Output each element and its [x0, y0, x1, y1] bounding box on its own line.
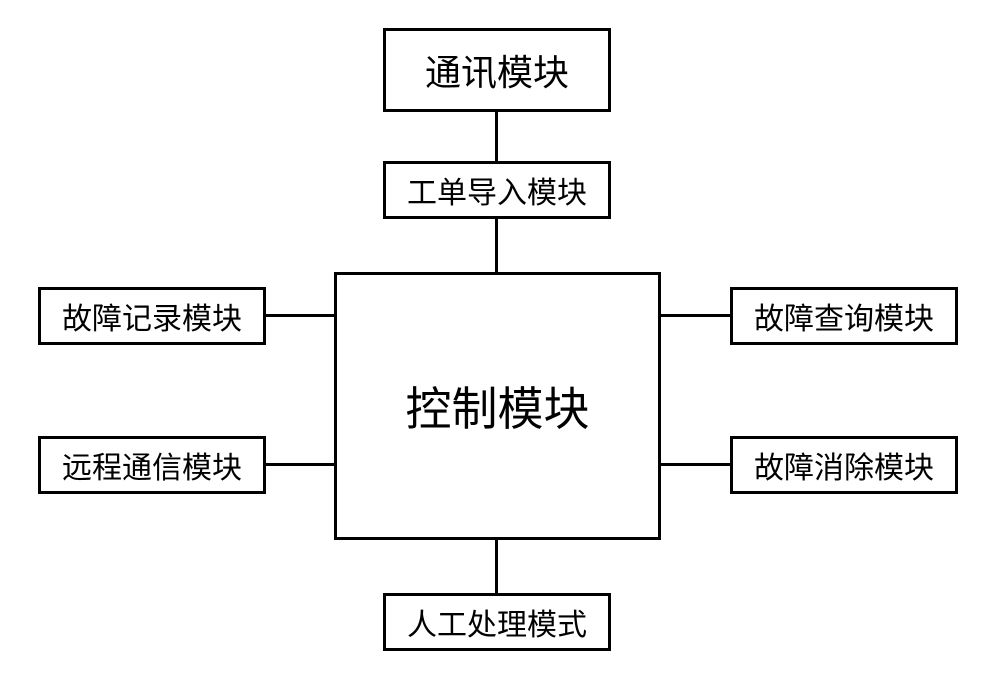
- node-control: 控制模块: [334, 272, 661, 540]
- edge-remote-to-control: [266, 463, 334, 466]
- node-fault-query-label: 故障查询模块: [754, 294, 934, 338]
- node-communication-label: 通讯模块: [425, 44, 569, 96]
- edge-record-to-control: [266, 314, 334, 317]
- edge-control-to-manual: [495, 540, 498, 593]
- node-fault-record-label: 故障记录模块: [62, 294, 242, 338]
- node-fault-record: 故障记录模块: [38, 287, 266, 345]
- node-fault-query: 故障查询模块: [730, 287, 958, 345]
- edge-control-to-eliminate: [661, 463, 730, 466]
- node-manual-process: 人工处理模式: [383, 593, 611, 651]
- node-remote-comm-label: 远程通信模块: [62, 443, 242, 487]
- node-manual-process-label: 人工处理模式: [407, 600, 587, 644]
- node-remote-comm: 远程通信模块: [38, 436, 266, 494]
- edge-import-to-control: [495, 219, 498, 272]
- node-fault-eliminate-label: 故障消除模块: [754, 443, 934, 487]
- node-control-label: 控制模块: [406, 373, 590, 439]
- system-diagram: 通讯模块 工单导入模块 控制模块 故障记录模块 故障查询模块 远程通信模块 故障…: [0, 0, 1000, 699]
- node-fault-eliminate: 故障消除模块: [730, 436, 958, 494]
- node-communication: 通讯模块: [383, 28, 611, 112]
- edge-control-to-query: [661, 314, 730, 317]
- edge-comm-to-import: [495, 112, 498, 161]
- node-work-order-import-label: 工单导入模块: [407, 168, 587, 212]
- node-work-order-import: 工单导入模块: [383, 161, 611, 219]
